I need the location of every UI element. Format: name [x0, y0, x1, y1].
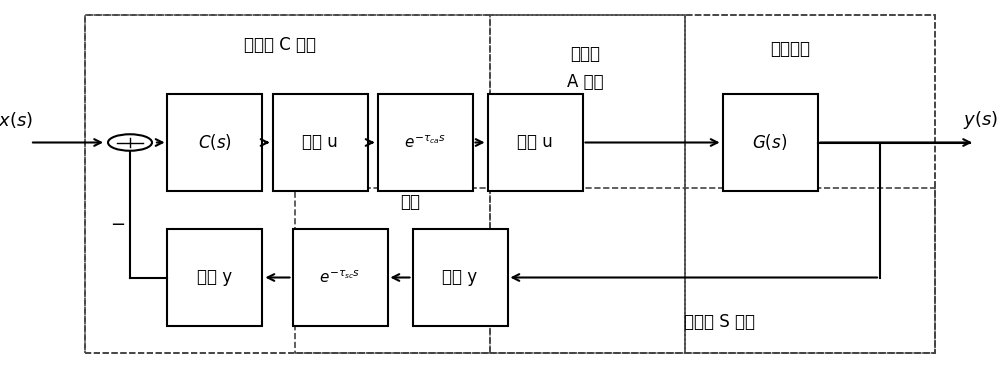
Text: $e^{-\tau_{ca}s}$: $e^{-\tau_{ca}s}$: [404, 134, 446, 151]
Bar: [272, 94, 368, 191]
Text: 接收 u: 接收 u: [517, 134, 553, 152]
Bar: [295, 188, 935, 352]
Text: 传感器 S 节点: 传感器 S 节点: [684, 314, 756, 332]
Text: $G(s)$: $G(s)$: [752, 132, 788, 153]
Bar: [722, 94, 818, 191]
Bar: [413, 229, 508, 326]
Text: 网络: 网络: [400, 194, 420, 211]
Text: $C(s)$: $C(s)$: [198, 132, 232, 153]
Text: A 节点: A 节点: [567, 74, 603, 92]
Text: $y(s)$: $y(s)$: [963, 109, 997, 131]
Text: 发送 y: 发送 y: [442, 268, 478, 286]
Text: 接收 y: 接收 y: [197, 268, 233, 286]
Text: 被控对象: 被控对象: [770, 40, 810, 58]
Bar: [685, 15, 935, 352]
Bar: [490, 15, 685, 352]
Text: $e^{-\tau_{sc}s}$: $e^{-\tau_{sc}s}$: [319, 269, 361, 286]
Text: 执行器: 执行器: [570, 45, 600, 63]
Bar: [167, 229, 262, 326]
Bar: [293, 229, 388, 326]
Bar: [167, 94, 262, 191]
Text: 控制器 C 节点: 控制器 C 节点: [244, 36, 316, 54]
Bar: [378, 94, 473, 191]
Bar: [85, 15, 935, 352]
Text: $x(s)$: $x(s)$: [0, 110, 32, 130]
Text: −: −: [110, 216, 126, 234]
Bar: [488, 94, 582, 191]
Bar: [85, 15, 490, 352]
Text: 发送 u: 发送 u: [302, 134, 338, 152]
